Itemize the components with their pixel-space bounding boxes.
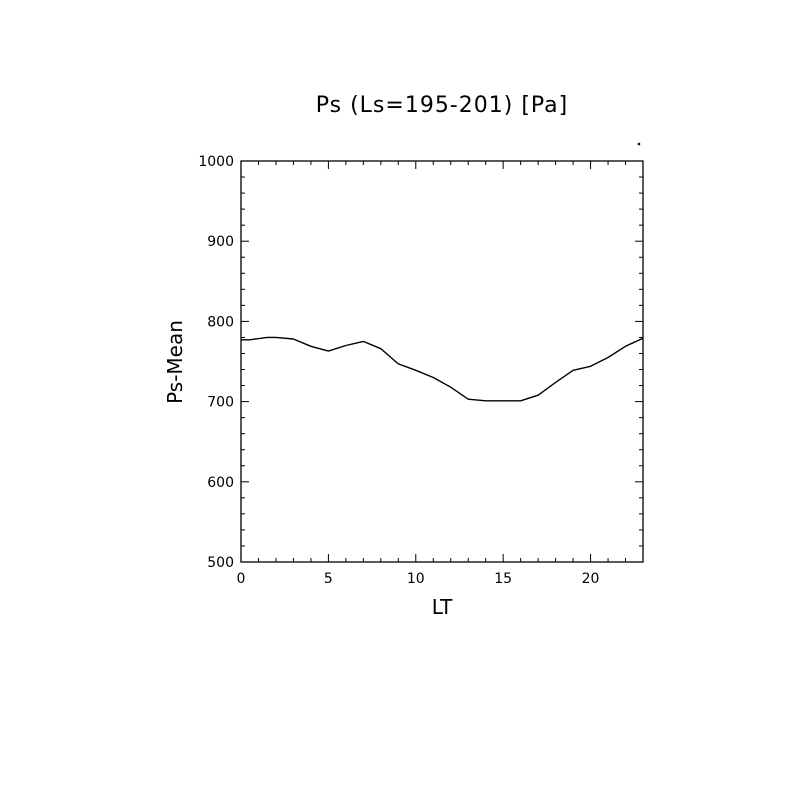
y-tick-label: 500 (207, 555, 234, 571)
corner-dot-marker (637, 142, 641, 146)
x-tick-label: 20 (582, 571, 600, 587)
y-tick-label: 600 (207, 475, 234, 491)
x-tick-label: 15 (494, 571, 512, 587)
x-tick-label: 10 (407, 571, 425, 587)
plot-area (240, 160, 644, 563)
y-tick-label: 700 (207, 395, 234, 411)
y-tick-label: 800 (207, 314, 234, 330)
x-tick-label: 0 (237, 571, 246, 587)
y-tick-label: 1000 (198, 154, 234, 170)
x-tick-label: 5 (324, 571, 333, 587)
y-tick-label: 900 (207, 234, 234, 250)
series-group (241, 336, 644, 402)
series-line (241, 336, 644, 402)
x-axis-ticks: 0 5 10 15 20 (237, 161, 644, 587)
y-axis-ticks: 500 600 700 800 900 1000 (198, 154, 643, 571)
x-axis-label: LT (432, 595, 453, 619)
y-axis-label: Ps-Mean (163, 320, 187, 404)
chart-title: Ps (Ls=195-201) [Pa] (316, 93, 569, 118)
